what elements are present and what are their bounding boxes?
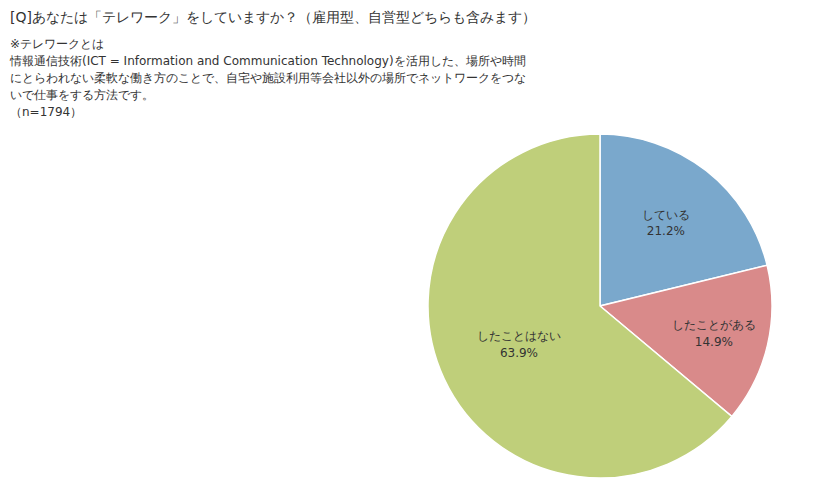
category-label: したことがある: [672, 318, 756, 332]
annotation: （n=1794）: [10, 105, 82, 119]
value-label: 21.2%: [647, 224, 685, 238]
pie: [428, 134, 772, 478]
pie-slice: [428, 134, 732, 478]
annotations: ※テレワークとは情報通信技術(ICT = Information and Com…: [9, 37, 526, 119]
category-label: したことはない: [477, 329, 561, 343]
data-labels: している 21.2% したことがある 14.9% したことはない 63.9%: [477, 208, 756, 360]
annotation: 情報通信技術(ICT = Information and Communicati…: [9, 54, 526, 68]
value-label: 63.9%: [500, 346, 538, 360]
annotation: ※テレワークとは: [10, 37, 104, 51]
title: [Q]あなたは「テレワーク」をしていますか？（雇用型、自営型どちらも含みます）: [10, 9, 536, 25]
data-label: したことがある 14.9%: [672, 318, 756, 349]
value-label: 14.9%: [695, 335, 733, 349]
data-label: している 21.2%: [642, 208, 690, 239]
category-label: している: [642, 208, 690, 222]
annotation: いで仕事をする方法です。: [10, 88, 154, 102]
chart-root: [Q]あなたは「テレワーク」をしていますか？（雇用型、自営型どちらも含みます） ※…: [0, 0, 840, 493]
data-label: したことはない 63.9%: [477, 329, 561, 360]
annotation: にとらわれない柔軟な働き方のことで、自宅や施設利用等会社以外の場所でネットワーク…: [10, 71, 526, 85]
